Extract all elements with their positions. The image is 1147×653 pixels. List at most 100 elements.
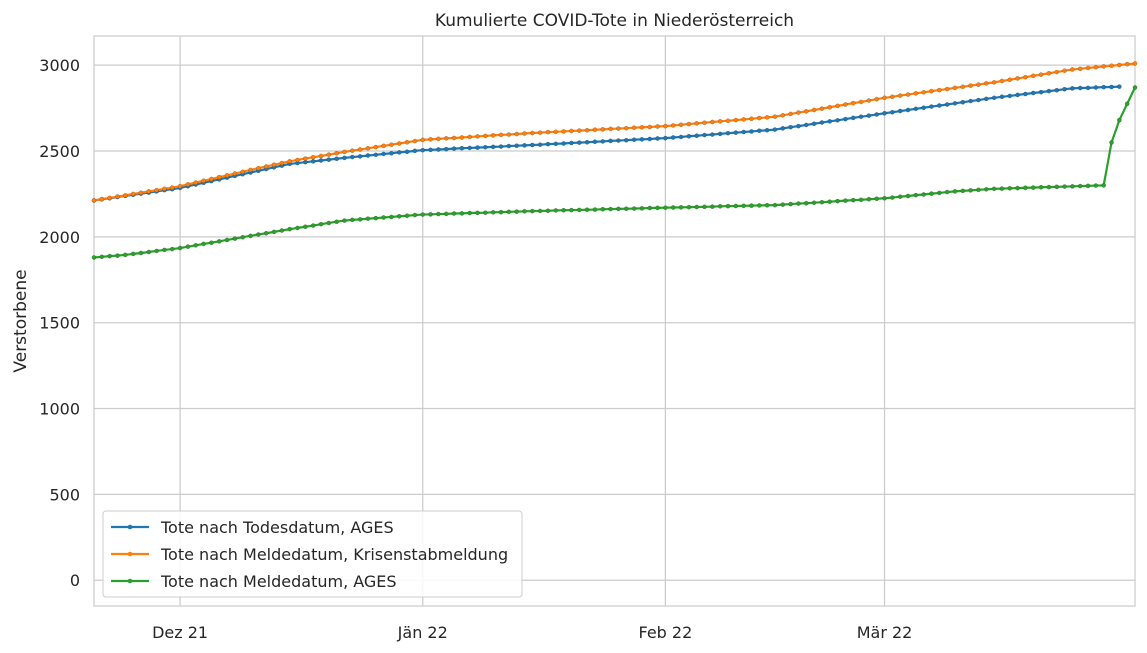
data-point bbox=[490, 144, 496, 150]
data-point bbox=[553, 129, 559, 135]
data-point bbox=[803, 109, 809, 114]
data-point bbox=[631, 137, 637, 142]
data-point bbox=[702, 132, 707, 138]
data-point bbox=[349, 217, 355, 223]
data-point bbox=[1101, 64, 1106, 69]
series-3 bbox=[91, 85, 1138, 260]
data-point bbox=[890, 109, 895, 115]
data-point bbox=[357, 217, 363, 222]
data-point bbox=[616, 206, 621, 212]
data-point bbox=[271, 162, 277, 168]
data-point bbox=[827, 104, 833, 110]
data-point bbox=[678, 205, 684, 210]
data-point bbox=[858, 114, 864, 119]
data-point bbox=[1023, 185, 1028, 191]
data-point bbox=[600, 127, 606, 132]
data-point bbox=[436, 211, 441, 217]
data-point bbox=[960, 99, 966, 105]
data-point bbox=[530, 208, 535, 214]
data-point bbox=[733, 117, 739, 123]
series-2 bbox=[91, 61, 1138, 203]
data-point bbox=[968, 98, 973, 104]
data-point bbox=[451, 211, 457, 216]
data-point bbox=[741, 129, 746, 135]
data-point bbox=[396, 141, 402, 146]
data-point bbox=[1085, 65, 1091, 71]
data-point bbox=[263, 164, 269, 169]
data-point bbox=[725, 130, 731, 136]
data-point bbox=[130, 251, 136, 257]
data-point bbox=[725, 118, 731, 124]
legend-item: Tote nach Todesdatum, AGES bbox=[111, 518, 394, 537]
data-point bbox=[514, 143, 519, 149]
data-point bbox=[757, 115, 762, 121]
data-point bbox=[999, 186, 1005, 191]
data-point bbox=[530, 142, 535, 148]
data-point bbox=[576, 207, 582, 213]
data-point bbox=[498, 209, 504, 215]
data-point bbox=[686, 133, 692, 139]
legend-box bbox=[102, 510, 523, 598]
data-point bbox=[154, 187, 159, 193]
data-point bbox=[1007, 93, 1013, 99]
data-point bbox=[835, 198, 840, 204]
x-tick-label: Dez 21 bbox=[152, 623, 208, 642]
data-point bbox=[623, 137, 629, 143]
data-point bbox=[788, 124, 793, 130]
y-tick-label: 1000 bbox=[39, 400, 80, 419]
data-point bbox=[1015, 185, 1020, 191]
data-point bbox=[819, 120, 825, 125]
data-point bbox=[1015, 76, 1020, 81]
data-point bbox=[647, 205, 653, 211]
data-point bbox=[506, 209, 512, 215]
data-point bbox=[663, 205, 668, 210]
data-point bbox=[913, 106, 919, 112]
data-point bbox=[600, 206, 606, 212]
data-point bbox=[279, 228, 285, 233]
data-point bbox=[451, 146, 457, 151]
data-point bbox=[1038, 72, 1044, 77]
data-point bbox=[256, 165, 261, 171]
data-point bbox=[952, 85, 958, 91]
legend-label: Tote nach Todesdatum, AGES bbox=[160, 518, 394, 537]
data-point bbox=[561, 141, 566, 146]
data-point bbox=[592, 127, 598, 133]
data-point bbox=[467, 210, 473, 216]
y-tick-label: 2000 bbox=[39, 228, 80, 247]
data-point bbox=[349, 148, 355, 153]
data-point bbox=[882, 110, 887, 116]
data-point bbox=[897, 194, 903, 199]
data-point bbox=[874, 96, 880, 102]
data-point bbox=[216, 174, 222, 180]
data-point bbox=[483, 133, 488, 139]
data-point bbox=[224, 173, 230, 178]
data-point bbox=[498, 132, 504, 138]
data-point bbox=[428, 137, 433, 142]
data-point bbox=[530, 130, 535, 136]
data-point bbox=[256, 232, 261, 237]
data-point bbox=[670, 205, 676, 210]
data-point bbox=[937, 103, 942, 108]
x-tick-label: Mär 22 bbox=[857, 623, 913, 642]
data-point bbox=[733, 203, 739, 209]
data-point bbox=[475, 145, 480, 150]
legend-item: Tote nach Meldedatum, Krisenstabmeldung bbox=[111, 545, 508, 564]
data-point bbox=[1109, 84, 1114, 90]
data-point bbox=[725, 203, 731, 209]
data-point bbox=[670, 135, 676, 140]
data-point bbox=[788, 111, 793, 117]
data-point bbox=[890, 195, 895, 200]
data-point bbox=[811, 200, 817, 206]
y-tick-label: 3000 bbox=[39, 56, 80, 75]
data-point bbox=[342, 218, 347, 223]
data-point bbox=[209, 240, 214, 246]
data-point bbox=[185, 244, 191, 249]
data-point bbox=[404, 149, 410, 155]
data-point bbox=[1062, 184, 1067, 189]
data-point bbox=[710, 204, 715, 209]
data-point bbox=[334, 150, 339, 156]
data-point bbox=[686, 204, 692, 210]
data-point bbox=[897, 108, 903, 114]
